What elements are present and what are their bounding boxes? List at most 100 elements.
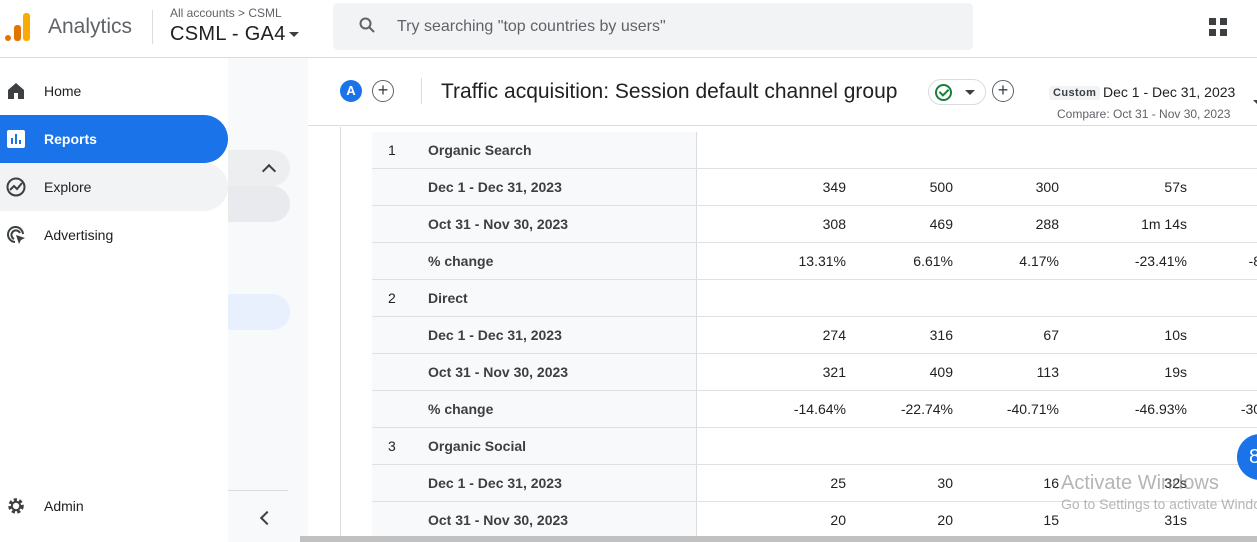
dimension-cell: % change (372, 391, 697, 427)
metric-cell: 6.61% (913, 253, 953, 269)
metric-cell: 20 (937, 512, 953, 528)
horizontal-scrollbar[interactable] (300, 536, 1257, 542)
metric-cell: 113 (1036, 364, 1059, 380)
table-group-row[interactable]: 1 Organic Search (372, 132, 1257, 169)
channel-name: Organic Search (428, 142, 532, 158)
collapse-chevron-left-icon[interactable] (259, 510, 275, 526)
gear-icon (8, 498, 24, 514)
app-name[interactable]: Analytics (48, 15, 133, 38)
metric-cell: 1m 14s (1141, 216, 1187, 232)
nav-item-explore[interactable]: Explore (0, 163, 228, 211)
nav-label-reports: Reports (44, 131, 97, 147)
chevron-up-icon (261, 163, 277, 179)
table-row[interactable]: % change -14.64% -22.74% -40.71% -46.93% -30.… (372, 391, 1257, 428)
nav-label-advertising: Advertising (44, 227, 114, 243)
table-group-row[interactable]: 2 Direct (372, 280, 1257, 317)
period-label: Oct 31 - Nov 30, 2023 (428, 512, 569, 528)
table-row[interactable]: Dec 1 - Dec 31, 20232743166710s0.24 (372, 317, 1257, 354)
metric-cell: 57s (1164, 179, 1187, 195)
metric-cell: 288 (1035, 216, 1059, 232)
dimension-cell: Dec 1 - Dec 31, 2023 (372, 169, 697, 205)
top-bar: Analytics All accounts > CSML CSML - GA4 (0, 0, 1257, 58)
period-label: % change (428, 253, 494, 269)
period-label: Oct 31 - Nov 30, 2023 (428, 364, 569, 380)
metric-cell: -23.41% (1134, 253, 1187, 269)
nav-item-reports[interactable]: Reports (0, 115, 228, 163)
metric-cell: -30.54% (1240, 401, 1257, 417)
data-table: 1 Organic Search Dec 1 - Dec 31, 2023 349 50… (308, 127, 1257, 542)
compare-range: Compare: Oct 31 - Nov 30, 2023 (1057, 107, 1231, 121)
apps-grid-icon[interactable] (1209, 18, 1227, 36)
header-divider (152, 10, 153, 44)
nav-item-admin[interactable]: Admin (0, 482, 228, 530)
dimension-cell: Dec 1 - Dec 31, 2023 (372, 317, 697, 353)
metric-cell: 20 (830, 512, 846, 528)
table-row[interactable]: Dec 1 - Dec 31, 202334950030057s0.86 (372, 169, 1257, 206)
search-icon (359, 17, 375, 33)
metric-cell: -8.07% (1248, 253, 1257, 269)
search-bar[interactable] (333, 3, 973, 50)
metric-cell: 409 (929, 364, 953, 380)
table-left-border (340, 127, 341, 542)
search-input[interactable] (397, 11, 957, 42)
breadcrumb[interactable]: All accounts > CSML (170, 6, 282, 20)
channel-name: Organic Social (428, 438, 527, 454)
chevron-down-icon (288, 32, 299, 38)
metric-cell: -14.64% (793, 401, 846, 417)
windows-watermark-hint: Go to Settings to activate Windows. (1061, 496, 1257, 512)
period-label: Dec 1 - Dec 31, 2023 (428, 475, 562, 491)
comparison-segment-avatar[interactable]: A (340, 80, 362, 102)
date-tag: Custom (1049, 86, 1101, 100)
insights-fab-button[interactable]: 8 (1237, 434, 1257, 480)
table-row[interactable]: Dec 1 - Dec 31, 202325301632s0.64 (372, 465, 1257, 502)
windows-watermark: Activate Windows (1061, 472, 1219, 494)
nav-item-home[interactable]: Home (0, 67, 228, 115)
period-label: Dec 1 - Dec 31, 2023 (428, 179, 562, 195)
metric-cell: 500 (929, 179, 953, 195)
metric-cell: -22.74% (900, 401, 953, 417)
metric-cell: 32s (1164, 475, 1187, 491)
analytics-logo-icon[interactable] (5, 13, 31, 41)
metric-cell: 308 (822, 216, 846, 232)
reports-bar-chart-icon (7, 130, 25, 148)
check-circle-icon (935, 84, 952, 101)
nav-item-advertising[interactable]: Advertising (0, 211, 228, 259)
subnav-divider (228, 490, 288, 491)
metric-cell: 25 (830, 475, 846, 491)
metric-cell: 321 (822, 364, 846, 380)
period-label: Oct 31 - Nov 30, 2023 (428, 216, 569, 232)
table-row[interactable]: % change 13.31% 6.61% 4.17% -23.41% -8.07% (372, 243, 1257, 280)
subnav-item-selected[interactable] (228, 294, 290, 330)
dimension-cell: Dec 1 - Dec 31, 2023 (372, 465, 697, 501)
add-filter-button[interactable]: + (992, 80, 1014, 102)
header-divider (421, 78, 422, 104)
property-name: CSML - GA4 (170, 23, 286, 45)
collection-toggle[interactable] (228, 150, 290, 186)
nav-label-home: Home (44, 83, 82, 99)
advertising-cursor-icon (7, 226, 25, 244)
report-status-button[interactable] (928, 79, 986, 105)
dimension-cell: 3 Organic Social (372, 428, 697, 464)
row-number: 1 (388, 142, 396, 158)
table-row[interactable]: Oct 31 - Nov 30, 202332140911319s0.35 (372, 354, 1257, 391)
period-label: % change (428, 401, 494, 417)
page-title: Traffic acquisition: Session default cha… (441, 80, 898, 103)
metric-cell: 10s (1164, 327, 1187, 343)
row-number: 3 (388, 438, 396, 454)
date-range: Dec 1 - Dec 31, 2023 (1103, 84, 1236, 100)
dimension-cell: Oct 31 - Nov 30, 2023 (372, 206, 697, 242)
metric-cell: -40.71% (1006, 401, 1059, 417)
metric-cell: 30 (937, 475, 953, 491)
dimension-cell: Oct 31 - Nov 30, 2023 (372, 502, 697, 538)
row-number: 2 (388, 290, 396, 306)
nav-label-explore: Explore (44, 179, 92, 195)
period-label: Dec 1 - Dec 31, 2023 (428, 327, 562, 343)
chevron-down-icon[interactable] (1253, 100, 1257, 104)
left-nav: Home Reports Explore Advertising Admin (0, 58, 228, 542)
add-comparison-button[interactable]: + (372, 80, 394, 102)
metric-cell: 316 (929, 327, 953, 343)
property-selector[interactable]: CSML - GA4 (170, 23, 299, 46)
subnav-item[interactable] (228, 186, 290, 222)
table-group-row[interactable]: 3 Organic Social (372, 428, 1257, 465)
